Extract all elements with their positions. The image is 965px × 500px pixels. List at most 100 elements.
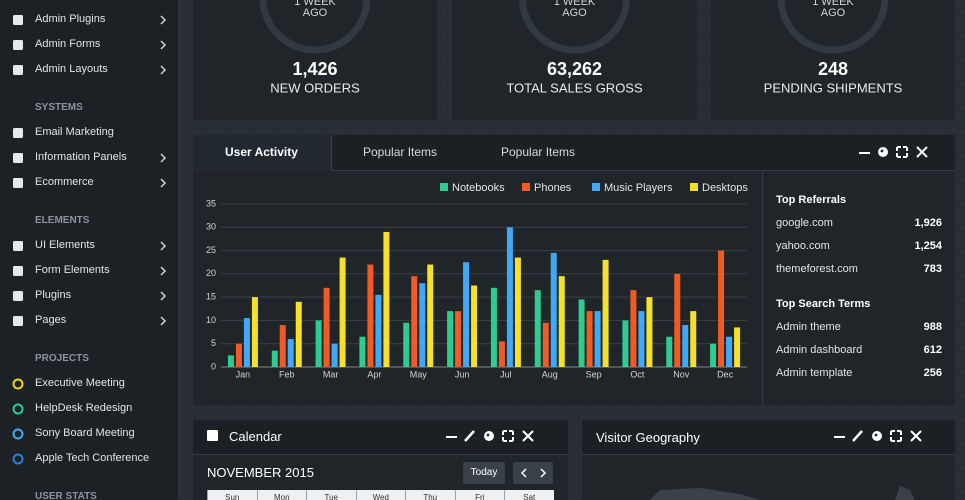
- today-button[interactable]: Today: [463, 462, 505, 484]
- color-dot: [880, 149, 884, 153]
- tab[interactable]: Popular Items: [501, 145, 576, 159]
- bar: [331, 343, 338, 367]
- chevron: [160, 40, 167, 50]
- color-icon: [484, 431, 494, 441]
- x-tick-label: Jun: [455, 369, 470, 379]
- stat-label: NEW ORDERS: [270, 80, 360, 95]
- project-dot: [12, 453, 24, 465]
- menu-icon: [13, 291, 23, 301]
- project-dot: [12, 403, 24, 415]
- expand-icon: [502, 430, 514, 442]
- tab[interactable]: Popular Items: [363, 145, 438, 159]
- panel-header: [582, 420, 955, 455]
- y-tick-label: 0: [211, 361, 216, 371]
- bar: [710, 343, 717, 367]
- bar: [287, 339, 294, 367]
- panel-title: Calendar: [229, 429, 282, 444]
- menu-item[interactable]: Email Marketing: [35, 126, 114, 138]
- chevron: [160, 153, 167, 163]
- stat-value: 63,262: [547, 59, 602, 79]
- calendar-month: NOVEMBER 2015: [207, 465, 314, 480]
- y-tick-label: 15: [206, 292, 216, 302]
- menu-item[interactable]: Sony Board Meeting: [35, 427, 135, 439]
- nav-buttons[interactable]: [513, 462, 553, 484]
- section-title: SYSTEMS: [35, 102, 83, 113]
- weekday-cell: Tue: [306, 490, 356, 500]
- sidebar: Admin Plugins Admin Forms Admin Layouts SYS…: [0, 0, 178, 500]
- stat-period: 1 WEEK: [554, 0, 596, 8]
- stat-period: 1 WEEK: [294, 0, 336, 8]
- bar: [419, 283, 426, 367]
- x-tick-label: Sep: [586, 369, 602, 379]
- menu-item[interactable]: UI Elements: [35, 239, 95, 251]
- legend-label: Phones: [534, 182, 572, 194]
- x-tick-label: Oct: [630, 369, 645, 379]
- bar: [411, 276, 418, 367]
- menu-item[interactable]: HelpDesk Redesign: [35, 402, 133, 414]
- stat-label: PENDING SHIPMENTS: [764, 80, 903, 95]
- list-name: Admin template: [776, 367, 853, 379]
- bar: [295, 301, 302, 367]
- legend-swatch: [592, 183, 600, 191]
- weekday-cell: Sat: [504, 490, 554, 500]
- bar: [447, 311, 454, 367]
- close-icon[interactable]: [916, 146, 928, 158]
- close-icon[interactable]: [910, 430, 922, 442]
- stat-label: TOTAL SALES GROSS: [506, 80, 643, 95]
- list-value: 256: [923, 367, 942, 379]
- bar: [471, 285, 478, 367]
- chevron: [160, 178, 167, 188]
- tab[interactable]: User Activity: [225, 145, 298, 159]
- edit-icon: [464, 430, 475, 442]
- menu-icon: [13, 266, 23, 276]
- weekday-cell: Sun: [207, 490, 257, 500]
- menu-icon: [13, 65, 23, 75]
- menu-icon: [13, 241, 23, 251]
- panel-title: Visitor Geography: [596, 430, 700, 445]
- chevron: [160, 316, 167, 326]
- menu-item[interactable]: Plugins: [35, 289, 72, 301]
- chevron: [160, 65, 167, 75]
- list-title: Top Referrals: [776, 194, 847, 206]
- stat-value: 1,426: [292, 59, 337, 79]
- bar: [427, 264, 434, 367]
- x-tick-label: Aug: [542, 369, 558, 379]
- menu-icon: [13, 316, 23, 326]
- chevron: [160, 241, 167, 251]
- menu-item[interactable]: Admin Plugins: [35, 13, 106, 25]
- x-tick-label: Nov: [673, 369, 690, 379]
- menu-item[interactable]: Pages: [35, 314, 67, 326]
- bar: [734, 327, 741, 367]
- stat-ring: [259, 0, 371, 54]
- menu-item[interactable]: Information Panels: [35, 151, 127, 163]
- menu-item[interactable]: Apple Tech Conference: [35, 452, 150, 464]
- section-title: USER STATS: [35, 491, 97, 500]
- y-tick-label: 5: [211, 338, 216, 348]
- bar: [506, 227, 513, 367]
- bar: [578, 299, 585, 367]
- bar: [243, 318, 250, 367]
- list-value: 1,254: [914, 240, 942, 252]
- legend-label: Notebooks: [452, 182, 505, 194]
- x-tick-label: Dec: [717, 369, 734, 379]
- close-icon[interactable]: [522, 430, 534, 442]
- stat-period: AGO: [821, 7, 846, 19]
- menu-item[interactable]: Ecommerce: [35, 176, 94, 188]
- legend-swatch: [690, 183, 698, 191]
- chevron: [160, 291, 167, 301]
- stat-card: [452, 0, 697, 120]
- weekday-cell: Thu: [405, 490, 455, 500]
- menu-item[interactable]: Executive Meeting: [35, 377, 125, 389]
- x-tick-label: May: [410, 369, 428, 379]
- bar: [323, 287, 330, 367]
- menu-item[interactable]: Form Elements: [35, 264, 110, 276]
- menu-icon: [13, 15, 23, 25]
- bar: [403, 322, 410, 367]
- menu-item[interactable]: Admin Layouts: [35, 63, 108, 75]
- menu-item[interactable]: Admin Forms: [35, 38, 101, 50]
- color-dot: [486, 433, 490, 437]
- bar: [558, 276, 565, 367]
- expand-icon: [896, 146, 908, 158]
- menu-icon: [13, 40, 23, 50]
